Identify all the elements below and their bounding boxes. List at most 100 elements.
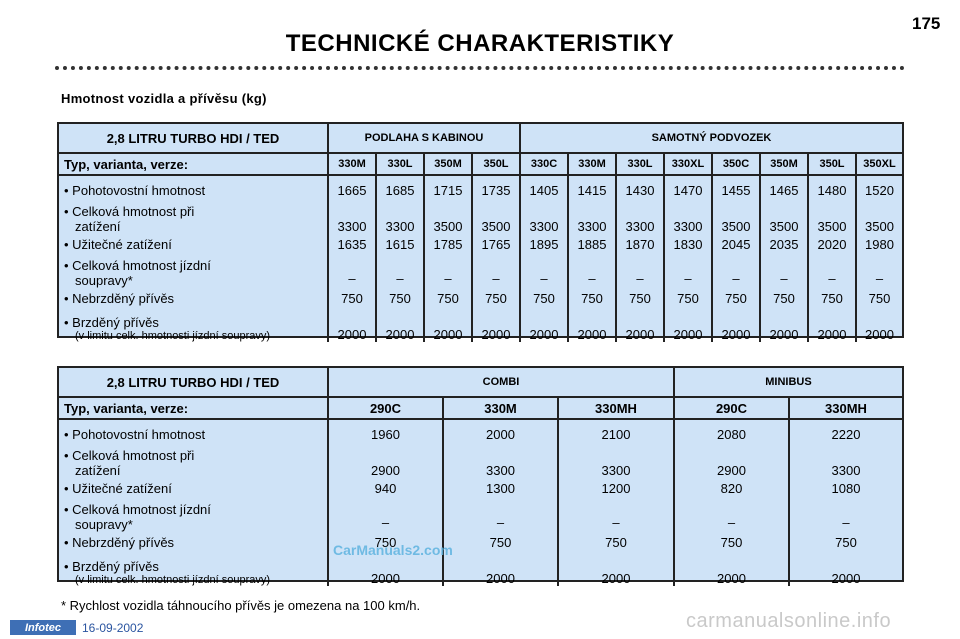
value-curb-weight: 1715 <box>433 183 463 198</box>
value-gross-train-weight: – <box>444 271 452 286</box>
value-curb-weight: 1465 <box>769 183 799 198</box>
value-column: 1480 3500 2020 – 750 2000 <box>809 176 857 342</box>
value-column: 1735 3500 1765 – 750 2000 <box>473 176 521 342</box>
label-unbraked-trailer: • Nebrzděný přívěs <box>64 535 175 550</box>
variant-header-cell: 330L <box>377 154 425 174</box>
variant-header-cell: 330C <box>521 154 569 174</box>
value-gross-train-weight: – <box>492 271 500 286</box>
title-divider <box>55 66 905 70</box>
value-braked-trailer: 2000 <box>673 327 703 342</box>
variant-header-cell: 330MH <box>559 398 675 418</box>
table-header: 2,8 LITRU TURBO HDI / TED COMBI MINIBUS <box>59 368 902 398</box>
value-gross-weight: 3300 <box>529 219 559 234</box>
value-gross-weight: 3300 <box>577 219 607 234</box>
value-curb-weight: 1735 <box>481 183 511 198</box>
value-gross-train-weight: – <box>732 271 740 286</box>
value-braked-trailer: 2000 <box>831 571 861 586</box>
variant-header-cell: 350M <box>425 154 473 174</box>
value-gross-weight: 3300 <box>601 463 631 478</box>
variant-header-cell: 330M <box>329 154 377 174</box>
row-labels-column: • Pohotovostní hmotnost • Celková hmotno… <box>59 420 329 586</box>
value-curb-weight: 2000 <box>486 427 515 442</box>
value-gross-train-weight: – <box>727 515 736 530</box>
value-gross-train-weight: – <box>612 515 620 530</box>
value-gross-train-weight: – <box>828 271 836 286</box>
value-gross-weight: 3300 <box>385 219 415 234</box>
value-payload: 1615 <box>385 237 415 252</box>
value-unbraked-trailer: 750 <box>533 291 555 306</box>
watermark: CarManuals2.com <box>333 542 453 558</box>
value-braked-trailer: 2000 <box>721 327 751 342</box>
group-header-combi: COMBI <box>329 368 675 396</box>
value-payload: 820 <box>720 481 743 496</box>
label-payload: • Užitečné zatížení <box>64 481 172 496</box>
value-braked-trailer: 2000 <box>371 571 400 586</box>
value-unbraked-trailer: 750 <box>720 535 743 550</box>
variant-header-label: Typ, varianta, verze: <box>59 154 329 174</box>
value-column: 1665 3300 1635 – 750 2000 <box>329 176 377 342</box>
row-labels-column: • Pohotovostní hmotnost • Celková hmotno… <box>59 176 329 342</box>
value-payload: 1635 <box>337 237 367 252</box>
value-unbraked-trailer: 750 <box>437 291 459 306</box>
label-gross-weight: • Celková hmotnost při zatížení <box>64 448 195 478</box>
value-gross-weight: 2900 <box>371 463 400 478</box>
value-gross-weight: 3500 <box>865 219 894 234</box>
value-payload: 2020 <box>817 237 847 252</box>
value-gross-train-weight: – <box>540 271 548 286</box>
value-braked-trailer: 2000 <box>529 327 559 342</box>
value-unbraked-trailer: 750 <box>581 291 603 306</box>
value-curb-weight: 2220 <box>831 427 861 442</box>
value-braked-trailer: 2000 <box>817 327 847 342</box>
label-gross-train-weight: • Celková hmotnost jízdní soupravy* <box>64 502 211 532</box>
footer-date: 16-09-2002 <box>82 621 144 635</box>
value-braked-trailer: 2000 <box>486 571 515 586</box>
value-gross-weight: 3500 <box>769 219 799 234</box>
value-payload: 1200 <box>601 481 631 496</box>
value-braked-trailer: 2000 <box>717 571 746 586</box>
variant-header-cell: 350M <box>761 154 809 174</box>
value-gross-train-weight: – <box>780 271 788 286</box>
value-column: 1960 2900 940 – 750 2000 <box>329 420 444 586</box>
value-gross-train-weight: – <box>496 515 505 530</box>
value-gross-train-weight: – <box>684 271 692 286</box>
value-unbraked-trailer: 750 <box>868 291 891 306</box>
value-gross-weight: 3500 <box>817 219 847 234</box>
variant-header-label: Typ, varianta, verze: <box>59 398 329 418</box>
value-gross-train-weight: – <box>842 515 850 530</box>
value-gross-weight: 3500 <box>433 219 463 234</box>
label-gross-weight: • Celková hmotnost při zatížení <box>64 204 195 234</box>
value-unbraked-trailer: 750 <box>821 291 843 306</box>
value-curb-weight: 2100 <box>601 427 631 442</box>
group-header-cab: PODLAHA S KABINOU <box>329 124 521 152</box>
variant-header-cell: 350L <box>473 154 521 174</box>
value-gross-weight: 3500 <box>481 219 511 234</box>
engine-header: 2,8 LITRU TURBO HDI / TED <box>59 368 329 396</box>
value-curb-weight: 1685 <box>385 183 415 198</box>
variant-header-cell: 350L <box>809 154 857 174</box>
value-gross-weight: 3300 <box>486 463 515 478</box>
value-payload: 1080 <box>831 481 861 496</box>
value-unbraked-trailer: 750 <box>725 291 747 306</box>
value-column: 2220 3300 1080 – 750 2000 <box>790 420 902 586</box>
label-curb-weight: • Pohotovostní hmotnost <box>64 427 206 442</box>
value-payload: 940 <box>374 481 397 496</box>
value-payload: 1785 <box>433 237 463 252</box>
label-payload: • Užitečné zatížení <box>64 237 172 252</box>
variant-header-cell: 350XL <box>863 158 896 170</box>
variant-header-row: Typ, varianta, verze: 330M 330L 350M 350L 33… <box>59 154 902 176</box>
group-header-minibus: MINIBUS <box>765 376 812 388</box>
value-gross-weight: 3300 <box>831 463 861 478</box>
value-payload: 1300 <box>486 481 515 496</box>
value-payload: 2045 <box>721 237 751 252</box>
value-unbraked-trailer: 750 <box>485 291 507 306</box>
value-payload: 1885 <box>577 237 607 252</box>
value-braked-trailer: 2000 <box>601 571 631 586</box>
value-unbraked-trailer: 750 <box>389 291 411 306</box>
weights-table-cab-chassis: 2,8 LITRU TURBO HDI / TED PODLAHA S KABI… <box>57 122 904 342</box>
value-unbraked-trailer: 750 <box>374 535 397 550</box>
value-unbraked-trailer: 750 <box>489 535 512 550</box>
value-payload: 1830 <box>673 237 703 252</box>
value-curb-weight: 1430 <box>625 183 655 198</box>
value-braked-trailer: 2000 <box>481 327 511 342</box>
value-payload: 1765 <box>481 237 511 252</box>
